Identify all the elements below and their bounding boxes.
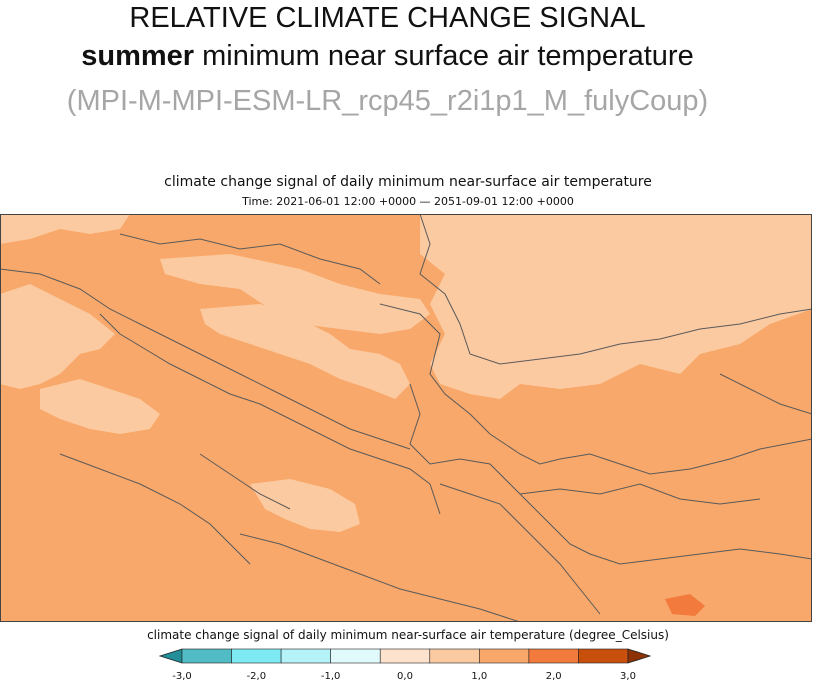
colorbar-tick-label: 1,0 xyxy=(471,671,487,682)
map-title: climate change signal of daily minimum n… xyxy=(164,174,652,190)
map-patch-center-light xyxy=(200,304,410,399)
colorbar-cell xyxy=(578,648,629,664)
subtitle: summer minimum near surface air temperat… xyxy=(0,40,775,73)
map-patch-sea-light xyxy=(250,479,360,532)
map-patch-north-light xyxy=(160,254,430,334)
map-frame xyxy=(0,214,812,622)
colorbar: -3,0 -2,0 -1,0 0,0 1,0 2,0 3,0 xyxy=(158,648,652,682)
model-label: (MPI-M-MPI-ESM-LR_rcp45_r2i1p1_M_fulyCou… xyxy=(66,85,709,117)
map-patch-southeast-dark xyxy=(665,594,705,616)
colorbar-cell xyxy=(429,648,480,664)
colorbar-cell xyxy=(330,648,381,664)
colorbar-tick-label: -3,0 xyxy=(172,671,192,682)
map-borders xyxy=(0,214,812,622)
colorbar-cell xyxy=(528,648,579,664)
colorbar-cell xyxy=(181,648,232,664)
colorbar-cell xyxy=(379,648,431,664)
climate-map xyxy=(0,214,812,622)
map-patch-northwest-light xyxy=(0,214,130,244)
season-label: summer xyxy=(81,40,195,72)
colorbar-extend-high xyxy=(627,648,652,664)
map-patch-coast-light xyxy=(40,379,160,434)
colorbar-cell xyxy=(231,648,282,664)
colorbar-tick-label: 0,0 xyxy=(397,671,413,682)
map-patch-west-light xyxy=(0,284,115,389)
variable-label: minimum near surface air temperature xyxy=(194,40,694,72)
map-patch-east-light xyxy=(560,294,670,334)
main-title: RELATIVE CLIMATE CHANGE SIGNAL xyxy=(129,2,646,34)
colorbar-tick-label: -2,0 xyxy=(247,671,267,682)
colorbar-extend-low xyxy=(158,648,183,664)
colorbar-ticks: -3,0 -2,0 -1,0 0,0 1,0 2,0 3,0 xyxy=(172,671,636,682)
map-time-range: Time: 2021-06-01 12:00 +0000 — 2051-09-0… xyxy=(242,195,574,208)
colorbar-cells xyxy=(158,648,652,664)
colorbar-tick-label: 3,0 xyxy=(620,671,636,682)
colorbar-title: climate change signal of daily minimum n… xyxy=(147,628,669,642)
colorbar-tick-label: -1,0 xyxy=(321,671,341,682)
colorbar-cell xyxy=(479,648,530,664)
colorbar-tick-label: 2,0 xyxy=(546,671,562,682)
colorbar-cell xyxy=(280,648,331,664)
